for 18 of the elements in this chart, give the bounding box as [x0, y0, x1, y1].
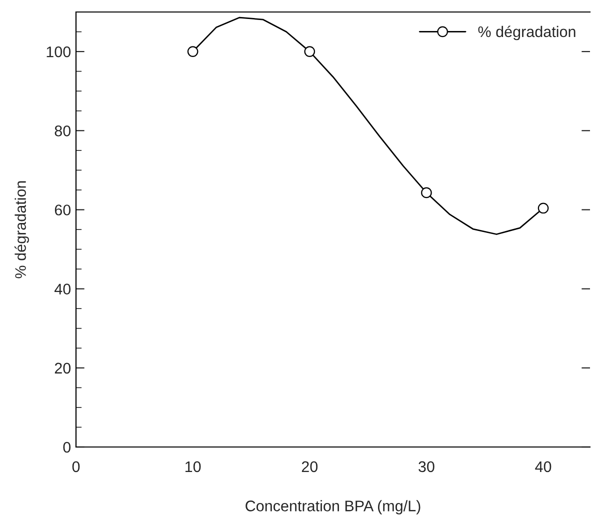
y-tick-label: 80 [54, 126, 71, 136]
x-tick-label: 20 [302, 461, 318, 472]
point [187, 46, 198, 57]
y-tick-label: 40 [54, 284, 71, 295]
y-tick-label: 60 [54, 204, 71, 216]
y-axis-title: % dégradation [14, 181, 29, 278]
x-axis-title: Concentration BPA (mg/L) [246, 500, 420, 514]
point [538, 202, 549, 214]
point [421, 187, 432, 198]
point [304, 46, 316, 57]
legend-label: % dégradation [478, 26, 576, 40]
x-tick-label: 10 [185, 461, 201, 472]
x-tick-label: 30 [418, 461, 434, 472]
y-tick-label: 0 [63, 442, 71, 453]
y-tick-label: 100 [46, 46, 71, 58]
x-tick-label: 40 [535, 461, 552, 472]
x-tick-label: 0 [72, 461, 80, 472]
y-tick-label: 20 [54, 362, 71, 374]
